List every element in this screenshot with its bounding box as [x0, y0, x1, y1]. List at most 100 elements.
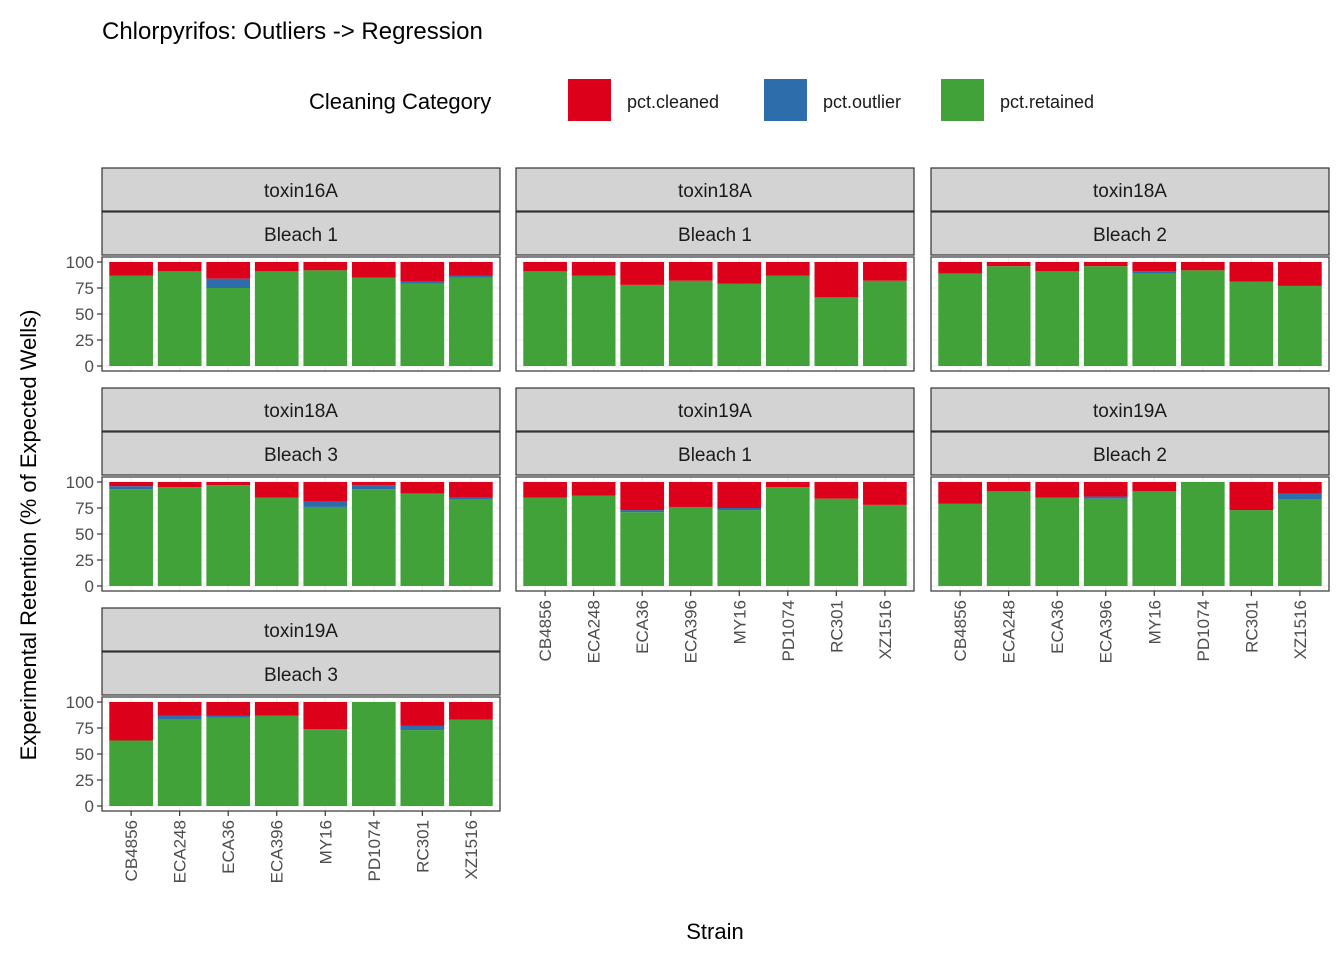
bar-segment-cleaned [303, 482, 348, 502]
bar-segment-retained [449, 499, 493, 586]
legend-key-pct-retained [941, 79, 984, 121]
bar-segment-cleaned [157, 702, 202, 716]
bar-segment-outlier [206, 715, 251, 718]
bar-segment-cleaned [1278, 262, 1322, 286]
bar-segment-retained [254, 271, 299, 366]
bar-segment-cleaned [400, 262, 445, 282]
bar-segment-retained [351, 702, 396, 806]
bar-segment-cleaned [449, 482, 493, 498]
bar-segment-retained [523, 497, 567, 586]
bar-segment-cleaned [400, 702, 445, 726]
bar-segment-cleaned [1278, 482, 1322, 494]
y-axis-title: Experimental Retention (% of Expected We… [16, 310, 41, 761]
facet-strip-toxin [515, 387, 915, 432]
x-tick-label: ECA248 [585, 600, 604, 663]
bar-segment-retained [351, 489, 396, 586]
bar-segment-cleaned [863, 262, 907, 281]
x-tick-label: RC301 [1242, 600, 1261, 653]
bar-segment-retained [1278, 499, 1322, 586]
bar-segment-outlier [400, 281, 445, 284]
bar-segment-cleaned [1035, 262, 1080, 272]
y-tick-label: 50 [75, 745, 94, 764]
bar-segment-retained [717, 283, 762, 366]
y-tick-label: 75 [75, 719, 94, 738]
x-tick-label: PD1074 [1194, 600, 1213, 661]
bar-segment-retained [254, 715, 299, 806]
facet-strip-bleach [930, 211, 1330, 256]
bar-segment-cleaned [1180, 262, 1225, 271]
bar-segment-retained [1035, 271, 1080, 366]
bar-segment-outlier [109, 486, 153, 490]
bar-segment-retained [986, 491, 1031, 586]
bar-segment-retained [157, 719, 202, 806]
bar-segment-cleaned [571, 482, 616, 496]
bar-segment-cleaned [863, 482, 907, 505]
bar-segment-retained [1083, 266, 1128, 366]
legend-label: pct.outlier [823, 92, 901, 112]
x-tick-label: ECA36 [219, 820, 238, 874]
bar-segment-retained [303, 270, 348, 366]
bar-segment-retained [571, 495, 616, 586]
y-tick-label: 75 [75, 279, 94, 298]
facet-strip-label: toxin18A [678, 181, 752, 202]
bar-segment-retained [571, 275, 616, 366]
bar-segment-cleaned [109, 482, 153, 487]
bar-segment-retained [206, 288, 251, 366]
bar-segment-cleaned [1035, 482, 1080, 498]
facet-panel: toxin18A Bleach 1 [515, 167, 915, 372]
bar-segment-cleaned [254, 702, 299, 716]
facet-strip-label: toxin19A [1093, 401, 1167, 422]
bar-segment-retained [206, 485, 251, 586]
bar-segment-retained [523, 271, 567, 366]
bar-segment-cleaned [206, 262, 251, 279]
bar-segment-cleaned [814, 482, 859, 499]
bar-segment-cleaned [571, 262, 616, 276]
bar-segment-cleaned [938, 482, 982, 504]
bar-segment-outlier [206, 278, 251, 288]
bar-segment-retained [303, 506, 348, 586]
bar-segment-cleaned [351, 482, 396, 486]
legend-label: pct.retained [1000, 92, 1094, 112]
facet-strip-label: Bleach 3 [264, 445, 338, 466]
bar-segment-retained [1229, 510, 1274, 586]
y-tick-label: 0 [85, 797, 94, 816]
facet-strip-label: toxin16A [264, 181, 338, 202]
bar-segment-cleaned [109, 702, 153, 741]
panel-border [515, 256, 915, 372]
bar-segment-retained [814, 498, 859, 586]
y-tick-label: 100 [66, 473, 94, 492]
facet-strip-label: toxin19A [264, 621, 338, 642]
bar-segment-outlier [400, 725, 445, 731]
bar-segment-retained [938, 503, 982, 586]
legend-key-pct-cleaned [568, 79, 611, 121]
facet-strip-toxin [101, 167, 501, 212]
facet-strip-label: Bleach 1 [678, 445, 752, 466]
bar-segment-cleaned [1132, 262, 1177, 272]
facet-panel: toxin19A Bleach 2 CB4856 ECA248 ECA36 ECA396 M… [930, 387, 1330, 663]
bar-segment-cleaned [1132, 482, 1177, 492]
bar-segment-cleaned [303, 262, 348, 271]
y-tick-label: 100 [66, 693, 94, 712]
bar-segment-cleaned [1229, 262, 1274, 282]
facet-strip-label: Bleach 3 [264, 665, 338, 686]
x-tick-label: ECA396 [1097, 600, 1116, 663]
x-tick-label: CB4856 [122, 820, 141, 881]
bar-segment-retained [351, 277, 396, 366]
facet-strip-bleach [101, 651, 501, 696]
x-tick-label: ECA396 [268, 820, 287, 883]
y-tick-label: 50 [75, 525, 94, 544]
facet-panel: toxin19A Bleach 3 0 25 50 75 100 CB4856 ECA248 EC… [66, 607, 501, 883]
x-tick-label: MY16 [316, 820, 335, 864]
bar-segment-cleaned [765, 262, 810, 276]
legend-key-pct-outlier [764, 79, 807, 121]
y-tick-label: 25 [75, 331, 94, 350]
bar-segment-retained [814, 297, 859, 366]
bar-segment-retained [206, 717, 251, 806]
y-tick-label: 0 [85, 357, 94, 376]
facet-strip-toxin [101, 387, 501, 432]
x-tick-label: ECA36 [633, 600, 652, 654]
bar-segment-retained [1132, 491, 1177, 586]
bar-segment-retained [1035, 497, 1080, 586]
facet-strip-label: Bleach 1 [678, 225, 752, 246]
